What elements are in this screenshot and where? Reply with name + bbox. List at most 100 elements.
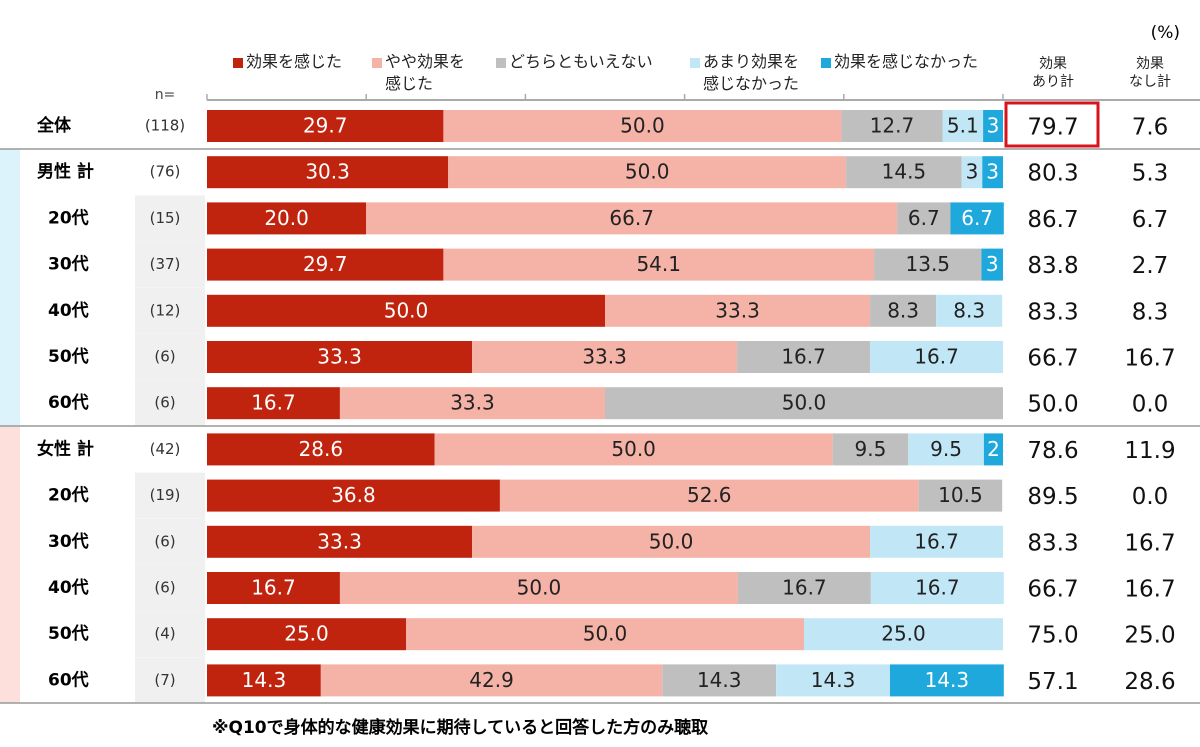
n-bg <box>135 472 205 519</box>
column-header: 効果 あり計 <box>1032 56 1074 90</box>
bar-segment <box>605 294 871 327</box>
value-label: 2 <box>987 437 1000 461</box>
value-label: 33.3 <box>317 529 362 553</box>
value-label: 6.7 <box>961 206 993 230</box>
value-label: 8.3 <box>887 298 919 322</box>
bar-segment <box>983 110 1003 142</box>
category-label: 50代 <box>48 623 89 644</box>
n-label: (42) <box>150 440 181 458</box>
legend-swatch <box>496 58 506 68</box>
footnote: ※Q10で身体的な健康効果に期待していると回答した方のみ聴取 <box>212 717 708 738</box>
bar-segment <box>207 202 367 235</box>
bar-segment <box>320 664 663 697</box>
bar-segment <box>207 525 473 558</box>
value-label: 3 <box>986 252 999 276</box>
n-bg <box>135 287 205 334</box>
category-label: 40代 <box>48 577 89 598</box>
value-label: 33.3 <box>715 298 760 322</box>
value-label: 50.0 <box>611 437 656 461</box>
category-label: 20代 <box>48 485 89 506</box>
legend-label: 効果を感じなかった <box>834 52 979 71</box>
summary-value: 83.3 <box>1027 530 1078 556</box>
bar-segment <box>207 618 406 651</box>
summary-value: 11.9 <box>1124 438 1175 464</box>
value-label: 50.0 <box>625 160 670 184</box>
n-bg <box>135 380 205 427</box>
summary-value: 50.0 <box>1027 392 1078 418</box>
value-label: 29.7 <box>303 114 348 138</box>
value-label: 13.5 <box>906 252 951 276</box>
bar-segment <box>339 387 605 420</box>
bar-segment <box>662 664 777 697</box>
legend-swatch <box>372 58 382 68</box>
summary-value: 75.0 <box>1027 623 1078 649</box>
summary-value: 8.3 <box>1132 299 1169 325</box>
value-label: 16.7 <box>914 529 959 553</box>
bar-segment <box>950 202 1004 235</box>
column-header: 効果 なし計 <box>1129 56 1171 90</box>
bar-segment <box>207 248 444 281</box>
bar-segment <box>804 618 1003 651</box>
value-label: 29.7 <box>303 252 348 276</box>
value-label: 52.6 <box>687 483 732 507</box>
bar-segment <box>339 572 738 604</box>
bar-segment <box>870 294 937 327</box>
n-label: (15) <box>150 209 181 227</box>
value-label: 42.9 <box>469 668 514 692</box>
value-label: 14.3 <box>242 668 287 692</box>
summary-value: 66.7 <box>1027 577 1078 603</box>
value-label: 3 <box>966 160 979 184</box>
value-label: 16.7 <box>781 345 826 369</box>
legend-swatch <box>233 58 243 68</box>
bar-segment <box>366 202 898 235</box>
summary-value: 79.7 <box>1027 115 1078 141</box>
value-label: 6.7 <box>908 206 940 230</box>
bar-segment <box>737 572 871 604</box>
value-label: 36.8 <box>331 483 376 507</box>
n-bg <box>135 334 205 380</box>
summary-value: 66.7 <box>1027 346 1078 372</box>
value-label: 8.3 <box>953 298 985 322</box>
bar-segment <box>982 156 1003 189</box>
value-label: 16.7 <box>914 345 959 369</box>
n-bg <box>135 241 205 288</box>
bar-segment <box>897 202 951 235</box>
category-label: 20代 <box>48 207 89 228</box>
category-label: 60代 <box>48 392 89 413</box>
bar-segment <box>936 294 1003 327</box>
n-label: (6) <box>154 348 175 366</box>
bar-segment <box>870 341 1003 373</box>
bar-segment <box>448 156 847 189</box>
category-label: 60代 <box>48 669 89 690</box>
legend-swatch <box>821 58 831 68</box>
category-label: 40代 <box>48 300 89 321</box>
summary-value: 25.0 <box>1124 623 1175 649</box>
n-bg <box>135 195 205 242</box>
summary-value: 2.7 <box>1132 253 1169 279</box>
summary-value: 16.7 <box>1124 577 1175 603</box>
value-label: 9.5 <box>855 437 887 461</box>
bar-segment <box>908 433 984 466</box>
bar-segment <box>207 664 321 697</box>
bar-segment <box>870 525 1003 558</box>
value-label: 20.0 <box>264 206 309 230</box>
bar-segment <box>889 664 1004 697</box>
highlight-box <box>1004 101 1100 148</box>
value-label: 50.0 <box>782 391 827 415</box>
n-label: (76) <box>150 163 181 181</box>
bar-segment <box>981 248 1003 281</box>
n-label: (7) <box>154 671 175 689</box>
n-bg <box>135 657 205 704</box>
value-label: 3 <box>987 114 1000 138</box>
female-band <box>0 426 20 703</box>
value-label: 5.1 <box>947 114 979 138</box>
bar-segment <box>776 664 890 697</box>
value-label: 28.6 <box>299 437 344 461</box>
bar-segment <box>472 525 871 558</box>
value-label: 50.0 <box>517 576 562 600</box>
value-label: 50.0 <box>649 529 694 553</box>
summary-value: 86.7 <box>1027 207 1078 233</box>
value-label: 33.3 <box>582 345 627 369</box>
n-header: n= <box>155 87 176 103</box>
